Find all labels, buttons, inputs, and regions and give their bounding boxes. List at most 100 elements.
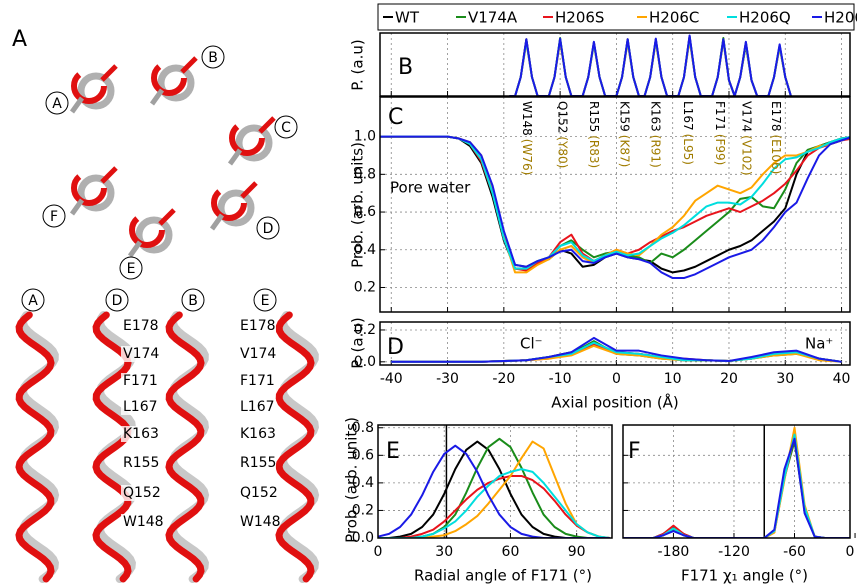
legend-label: V174A [468,9,518,27]
y-tick-label: 0.2 [354,279,376,295]
x-tick-label: -120 [718,544,750,560]
helix-gray [235,124,273,162]
helix-badge [256,216,280,240]
residue-label: W148 (W76) [521,101,535,175]
helix-badge [119,256,143,280]
legend-label: H206Y [824,9,857,27]
helix-badge [45,91,69,115]
series-line [623,435,850,538]
helix-badge [105,288,129,312]
residue-label: E178 [123,318,159,334]
x-tick-label: 10 [664,371,682,387]
residue-name: V174 [740,101,754,132]
label-bg [238,318,276,334]
side-chain [209,213,225,231]
residue-alt-name: (F99) [714,134,728,166]
label-bg [121,514,159,530]
helix-badge [274,115,298,139]
helix-red [229,120,265,156]
residue-label: L167 [240,399,275,415]
residue-label: F171 [240,373,275,389]
residue-label: Q152 (Y80) [556,101,570,168]
residue-name: Q152 [556,101,570,133]
residue-alt-name: (Y80) [556,136,570,168]
side-chain [180,56,198,74]
y-axis-label: P. (a.u) [349,317,367,368]
series-line [378,444,610,538]
residue-alt-name: (W76) [521,139,535,176]
legend: WT V174A H206S H206C H206Q H206Y [377,3,857,31]
residue-label: Q152 [240,485,278,501]
side-chain [258,116,276,134]
plot-area [509,34,792,96]
label-bg [121,455,159,471]
residue-label: F171 (F99) [714,101,728,165]
helix-label: D [112,293,123,309]
helix-red [71,170,107,206]
residue-label: Q152 [123,485,161,501]
x-tick-label: 0 [846,544,855,560]
label-bg [121,373,159,389]
panel-label: C [388,105,403,130]
helix-label: C [281,120,291,136]
side-chain [69,96,85,114]
helix-ribbon [165,311,205,583]
residue-name: K159 [618,101,632,132]
helix-label: A [52,96,62,112]
series-line [623,440,850,538]
plot-frame [379,321,851,366]
helix-label: F [50,209,58,225]
series-line [378,440,610,538]
residue-name: L167 [682,101,696,131]
legend-label: H206C [649,9,699,27]
helix-badge [42,204,66,228]
x-tick-label: 0 [374,544,383,560]
residue-alt-name: (R83) [588,135,602,168]
residue-alt-name: (V102) [740,135,754,175]
residue-label: R155 [240,455,276,471]
plot-frame [622,424,851,539]
y-tick-label: 0.6 [354,204,376,220]
helix-ribbon [15,311,55,583]
y-axis-label: Prob. (arb. units) [343,417,361,543]
label-bg [238,373,276,389]
y-tick-label: 1.0 [354,129,376,145]
helix-gray [157,64,195,102]
helix-gray [217,189,255,227]
panel-label: B [398,55,413,80]
residue-label: K163 [123,426,159,442]
residue-alt-name: (R91) [649,135,663,168]
panel-label: D [387,335,404,360]
residue-label: V174 (V102) [740,101,754,176]
x-tick-label: -10 [549,371,572,387]
annotation: Cl⁻ [520,335,543,353]
series-line [378,440,610,538]
helix-label: D [263,221,274,237]
label-bg [238,514,276,530]
series-line [623,437,850,538]
residue-label: W148 [123,514,164,530]
residue-label: R155 (R83) [588,101,602,168]
x-tick-label: 20 [720,371,738,387]
panel-label: E [386,439,400,464]
label-bg [238,455,276,471]
legend-label: WT [395,9,420,27]
x-axis-label: Axial position (Å) [551,393,679,412]
y-tick-label: 0.8 [352,420,374,436]
residue-name: W148 [521,101,535,136]
helix-label: E [261,293,270,309]
side-chain [158,208,176,226]
y-axis-label: Prob. (arb. units) [349,142,367,268]
x-tick-label: 30 [776,371,794,387]
label-bg [121,318,159,334]
residue-label: E178 [240,318,276,334]
panel-label: F [628,439,641,464]
series-line [623,437,850,538]
helix-red [211,185,247,221]
x-tick-label: 40 [833,371,851,387]
side-chain [100,166,118,184]
plot-frame [379,96,851,313]
x-tick-label: 0 [612,371,621,387]
label-bg [238,426,276,442]
